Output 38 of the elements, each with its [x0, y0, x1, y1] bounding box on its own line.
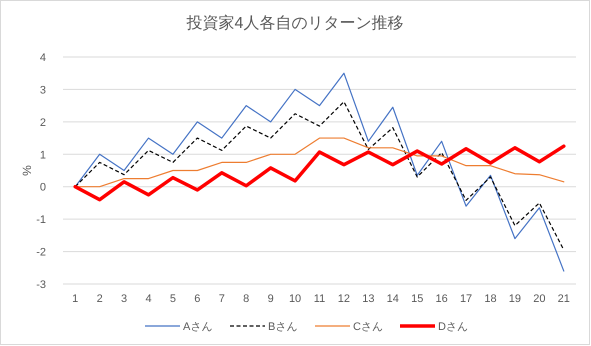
x-tick-label: 3 — [121, 293, 128, 305]
legend-label: Bさん — [268, 321, 298, 333]
x-tick-label: 5 — [170, 293, 176, 305]
x-tick-label: 2 — [96, 293, 103, 305]
x-tick-label: 14 — [386, 293, 399, 305]
line-series — [74, 101, 564, 251]
chart-title: 投資家4人各自のリターン推移 — [186, 14, 404, 32]
x-tick-label: 6 — [194, 293, 200, 305]
x-tick-label: 20 — [533, 293, 546, 305]
x-tick-label: 19 — [508, 293, 522, 305]
x-tick-label: 15 — [411, 293, 424, 305]
x-tick-label: 18 — [484, 293, 497, 305]
y-tick-label: -2 — [36, 246, 46, 259]
legend-label: Cさん — [353, 321, 383, 333]
x-tick-label: 9 — [268, 293, 274, 305]
x-tick-label: 16 — [436, 293, 448, 305]
y-tick-label: 2 — [40, 116, 46, 129]
y-tick-label: 3 — [40, 84, 46, 96]
y-tick-label: -1 — [36, 214, 46, 226]
x-tick-label: 7 — [218, 293, 225, 305]
y-tick-label: 0 — [40, 182, 46, 194]
x-tick-label: 17 — [460, 293, 472, 305]
legend-label: Aさん — [183, 321, 212, 333]
y-axis-title: % — [20, 164, 34, 176]
x-tick-label: 21 — [558, 293, 570, 305]
legend-label: Dさん — [438, 321, 468, 333]
x-tick-label: 4 — [145, 293, 152, 305]
y-tick-label: 4 — [40, 52, 46, 64]
line-series — [73, 144, 566, 202]
x-tick-label: 1 — [72, 293, 78, 305]
y-tick-label: -3 — [36, 279, 46, 291]
x-tick-label: 13 — [362, 293, 374, 305]
line-series — [74, 72, 564, 272]
x-tick-label: 10 — [288, 293, 302, 305]
x-tick-label: 12 — [338, 293, 350, 305]
x-tick-label: 8 — [243, 293, 250, 305]
x-tick-label: 11 — [314, 293, 326, 305]
y-tick-label: 1 — [40, 149, 46, 162]
